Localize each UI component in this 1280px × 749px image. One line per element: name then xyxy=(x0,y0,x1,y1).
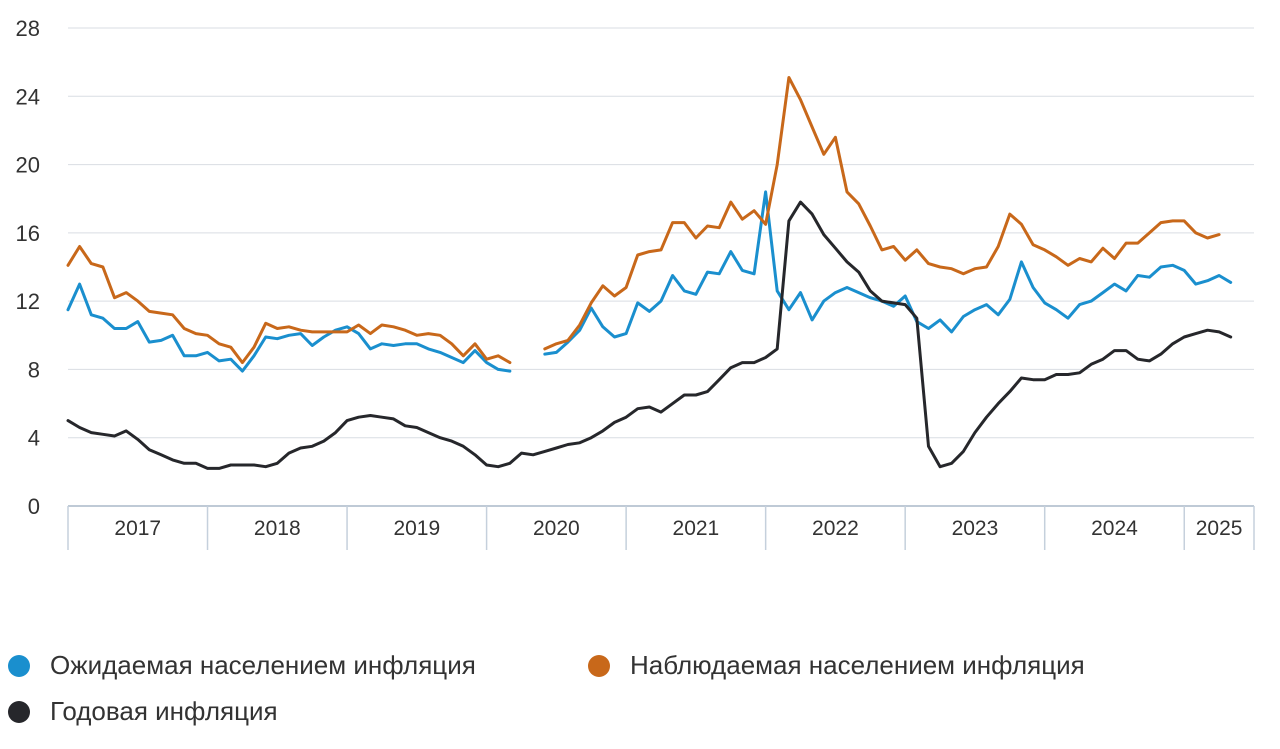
legend-dot-annual xyxy=(8,700,30,723)
y-tick-label: 0 xyxy=(28,494,40,519)
legend-label-expected: Ожидаемая населением инфляция xyxy=(50,650,476,680)
legend-item-annual[interactable]: Годовая инфляция xyxy=(8,696,278,727)
y-tick-label: 12 xyxy=(16,289,40,314)
x-tick-label: 2024 xyxy=(1091,517,1138,540)
legend-item-expected[interactable]: Ожидаемая населением инфляция xyxy=(8,650,476,681)
x-tick-label: 2018 xyxy=(254,517,301,540)
series-line-0-segment-1 xyxy=(543,190,1233,356)
series-lines xyxy=(66,76,1233,470)
y-tick-label: 4 xyxy=(28,426,40,451)
x-tick-label: 2022 xyxy=(812,517,859,540)
y-tick-label: 28 xyxy=(16,16,40,41)
y-axis-ticks: 0 4 8 12 16 20 24 28 xyxy=(16,16,40,519)
series-line-1-segment-1 xyxy=(543,76,1221,351)
grid-lines xyxy=(68,27,1254,439)
series-line-1-segment-0 xyxy=(66,245,512,365)
legend-label-observed: Наблюдаемая населением инфляция xyxy=(630,650,1085,680)
x-tick-label: 2025 xyxy=(1196,517,1243,540)
x-tick-label: 2017 xyxy=(114,517,161,540)
legend-row-1: Ожидаемая населением инфляция Наблюдаема… xyxy=(0,650,1280,690)
y-tick-label: 16 xyxy=(16,221,40,246)
x-tick-label: 2019 xyxy=(393,517,440,540)
legend-label-annual: Годовая инфляция xyxy=(50,696,278,726)
legend-row-2: Годовая инфляция xyxy=(0,696,1280,736)
x-axis: 2017 2018 2019 2020 2021 2022 2023 2024 2025 xyxy=(67,505,1255,550)
series-line-0-segment-0 xyxy=(66,282,512,373)
y-tick-label: 8 xyxy=(28,357,40,382)
legend-dot-observed xyxy=(588,654,610,677)
y-tick-label: 20 xyxy=(16,153,40,178)
x-tick-label: 2020 xyxy=(533,517,580,540)
legend-dot-expected xyxy=(8,654,30,677)
x-tick-label: 2021 xyxy=(673,517,720,540)
x-tick-label: 2023 xyxy=(952,517,999,540)
y-tick-label: 24 xyxy=(16,84,40,109)
series-line-2-segment-0 xyxy=(66,200,1233,470)
legend-item-observed[interactable]: Наблюдаемая населением инфляция xyxy=(588,650,1085,681)
